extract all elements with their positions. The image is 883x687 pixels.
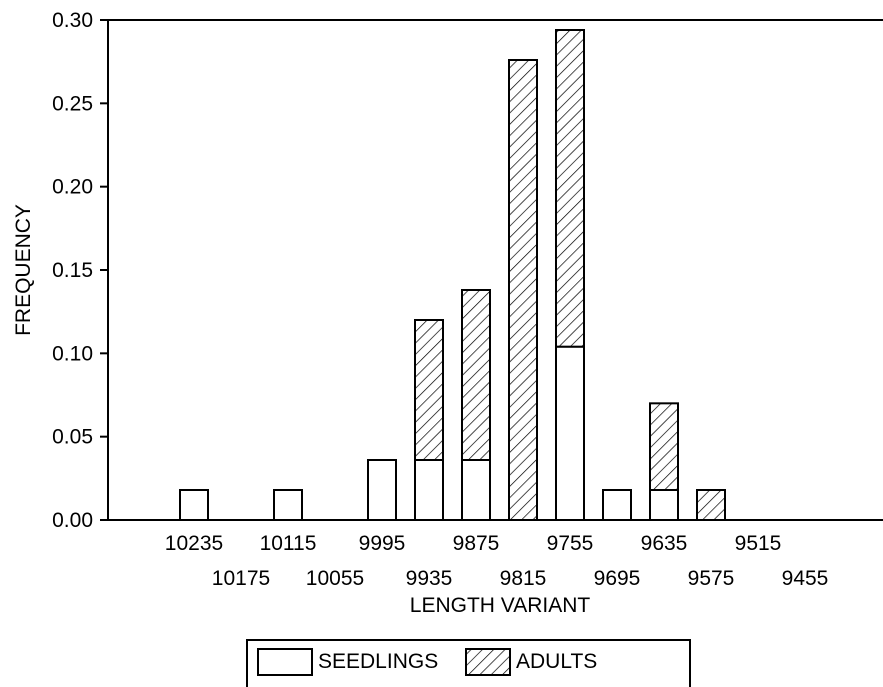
bars — [179, 29, 726, 521]
legend-label-adults: ADULTS — [516, 650, 597, 673]
y-tick-label: 0.15 — [52, 259, 93, 282]
x-tick-label: 9995 — [359, 532, 406, 555]
legend-label-seedlings: SEEDLINGS — [318, 650, 438, 673]
bar-seedlings — [555, 345, 585, 521]
x-axis-tick-labels: 10235 10175 10115 10055 99959935987598159755… — [165, 532, 829, 590]
x-tick-label: 9755 — [547, 532, 594, 555]
x-tick-label: 9455 — [782, 567, 829, 590]
legend: SEEDLINGS ADULTS — [246, 639, 691, 687]
x-tick-label: 9575 — [688, 567, 735, 590]
legend-swatch-adults — [465, 648, 511, 676]
x-tick-label: 9515 — [735, 532, 782, 555]
x-tick-label: 9815 — [500, 567, 547, 590]
x-axis-label: LENGTH VARIANT — [410, 594, 591, 617]
bar-seedlings — [649, 489, 679, 521]
x-tick-label: 10115 — [260, 532, 317, 555]
bar-adults — [414, 319, 444, 461]
bar-seedlings — [414, 459, 444, 521]
bar-seedlings — [461, 459, 491, 521]
y-tick-label: 0.25 — [52, 92, 93, 115]
bar-adults — [649, 402, 679, 492]
y-axis-label: FREQUENCY — [12, 204, 35, 336]
x-tick-label: 9635 — [641, 532, 688, 555]
bar-seedlings — [273, 489, 303, 521]
x-tick-label: 9875 — [453, 532, 500, 555]
bar-adults — [508, 59, 538, 521]
x-tick-label: 9695 — [594, 567, 641, 590]
y-tick-label: 0.30 — [52, 9, 93, 32]
legend-frame — [246, 639, 691, 687]
x-tick-label: 10175 — [212, 567, 270, 590]
x-tick-label: 9935 — [406, 567, 453, 590]
bar-seedlings — [602, 489, 632, 521]
x-tick-label: 10235 — [165, 532, 223, 555]
bar-adults — [696, 489, 726, 521]
bar-seedlings — [367, 459, 397, 521]
x-tick-label: 10055 — [306, 567, 364, 590]
bar-adults — [555, 29, 585, 348]
bar-seedlings — [179, 489, 209, 521]
legend-swatch-seedlings — [257, 648, 313, 676]
y-axis-ticks: 0.00 0.05 0.10 0.15 0.20 0.25 0.30 — [52, 9, 108, 532]
y-tick-label: 0.05 — [52, 426, 93, 449]
bar-adults — [461, 289, 491, 461]
y-tick-label: 0.00 — [52, 509, 93, 532]
plot-frame — [107, 19, 883, 521]
y-tick-label: 0.10 — [52, 342, 93, 365]
y-tick-label: 0.20 — [52, 176, 93, 199]
